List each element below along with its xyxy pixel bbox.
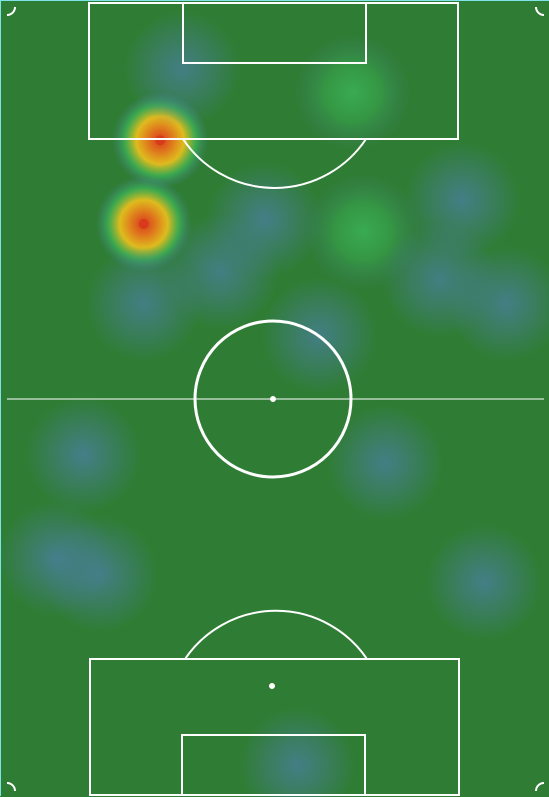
bottom-goal-box [181, 734, 366, 796]
heat-spot [382, 221, 499, 338]
pitch-markings [6, 2, 545, 796]
heat-spot [327, 404, 444, 521]
heat-layer [1, 10, 549, 797]
heat-spot [124, 10, 241, 127]
center-circle [193, 319, 353, 479]
heat-spot [162, 213, 279, 330]
center-spot [270, 396, 276, 402]
heat-peak [155, 135, 166, 146]
corner-arc-bottom-right [535, 782, 545, 792]
top-penalty-arc [182, 138, 367, 189]
corner-arc-top-left [6, 6, 16, 16]
heat-peak [138, 218, 149, 229]
heat-spot [41, 516, 158, 633]
heat-spot [25, 396, 142, 513]
heat-spot [294, 34, 411, 151]
bottom-penalty-spot [269, 683, 275, 689]
heat-spot [239, 707, 356, 797]
bottom-penalty-arc [184, 609, 368, 660]
heat-spot [426, 524, 543, 641]
corner-arc-top-right [535, 6, 545, 16]
corner-arc-bottom-left [6, 782, 16, 792]
top-goal-box [182, 2, 367, 64]
